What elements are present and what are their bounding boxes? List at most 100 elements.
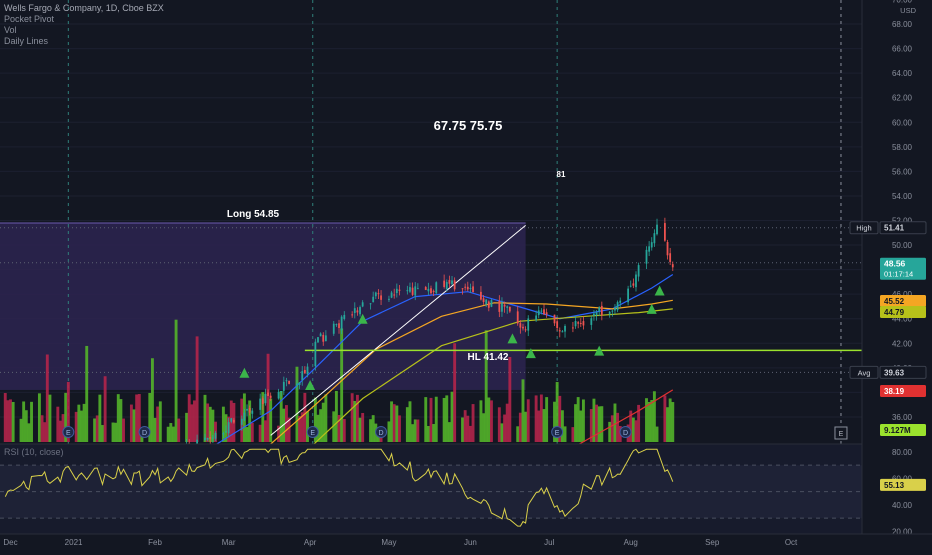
volume-bar (206, 403, 210, 442)
candle-body (466, 286, 469, 290)
candle-body (267, 392, 269, 396)
volume-bar (129, 404, 133, 442)
time-tick-label: Apr (304, 538, 317, 547)
volume-bar (608, 421, 612, 442)
time-tick-label: Oct (785, 538, 798, 547)
volume-bar (27, 423, 31, 442)
volume-bar (266, 353, 270, 442)
candle-body (558, 330, 561, 332)
candle-body (251, 410, 254, 414)
price-tick-label: 70.00 (892, 0, 913, 5)
volume-bar (369, 419, 373, 442)
pocket-pivot-marker (654, 285, 665, 296)
volume-bar (450, 391, 454, 442)
candle-body (485, 299, 488, 305)
candle-body (545, 312, 548, 315)
volume-bar (95, 415, 99, 442)
candle-body (298, 382, 301, 385)
volume-bar (390, 401, 394, 442)
volume-bar (158, 401, 162, 442)
candle-body (377, 293, 380, 295)
earnings-marker-label: E (66, 430, 71, 437)
volume-bar (295, 366, 299, 442)
volume-bar (581, 399, 585, 442)
volume-bar (613, 403, 617, 442)
volume-bar (11, 401, 15, 442)
volume-bar (185, 412, 189, 442)
volume-bar (655, 426, 659, 442)
volume-bar (555, 382, 559, 442)
volume-bar (408, 401, 412, 442)
price-tick-label: 64.00 (892, 69, 913, 78)
volume-bar (516, 426, 520, 442)
candle-body (632, 283, 635, 286)
future-earnings-marker (834, 426, 848, 440)
volume-bar (193, 400, 196, 442)
volume-bar (387, 421, 391, 442)
price-tick-label: 46.00 (892, 290, 913, 299)
volume-bar (332, 411, 336, 442)
candle-body (535, 315, 538, 321)
candle-body (322, 334, 325, 342)
volume-bar (248, 400, 252, 442)
candle-body (416, 288, 419, 290)
volume-bar (306, 411, 309, 442)
candle-body (288, 380, 290, 384)
volume-bar (629, 410, 633, 442)
volume-bar (595, 404, 599, 442)
volume-bar (177, 418, 181, 442)
candle-body (225, 431, 227, 433)
volume-bar (534, 395, 538, 442)
candle-body (666, 242, 669, 256)
time-tick-label: Mar (222, 538, 236, 547)
candle-body (314, 341, 317, 367)
candle-body (374, 292, 377, 297)
avg-badge-tag (849, 365, 879, 379)
candle-body (427, 288, 430, 292)
last-price-value: 48.56 (884, 259, 906, 269)
candle-body (303, 369, 306, 374)
long-annotation: Long 54.85 (227, 209, 280, 220)
candle-body (285, 380, 288, 382)
candle-body (595, 312, 598, 316)
ma3-badge (880, 385, 926, 398)
long-zone (0, 222, 526, 390)
volume-bar (172, 426, 175, 442)
rsi-tick-label: 80.00 (892, 448, 913, 457)
volume-bar (571, 427, 575, 442)
candle-body (608, 311, 611, 315)
candle-body (332, 323, 335, 334)
volume-badge (880, 424, 926, 436)
volume-bar (576, 397, 580, 442)
volume-bar (45, 354, 49, 442)
volume-bar (650, 400, 654, 442)
candle-body (516, 311, 519, 324)
volume-bar (558, 395, 562, 442)
candle-body (232, 419, 235, 423)
volume-bar (30, 401, 33, 442)
hl-annotation: HL 41.42 (468, 352, 509, 363)
volume-bar (537, 410, 541, 442)
target-prices-annotation: 67.75 75.75 (434, 118, 503, 133)
volume-bar (442, 397, 446, 442)
candle-body (306, 366, 309, 375)
volume-bar (432, 424, 436, 442)
ma1-badge-value: 45.52 (884, 297, 905, 306)
ma2-badge (880, 306, 926, 319)
volume-bar (279, 390, 283, 442)
high-badge-tag-label: High (856, 224, 871, 233)
volume-bar (589, 409, 593, 442)
candle-body (487, 301, 490, 308)
volume-bar (319, 409, 323, 442)
volume-bar (539, 394, 543, 442)
volume-bar (316, 414, 320, 442)
candle-body (582, 321, 585, 326)
currency-label: USD (900, 6, 916, 15)
volume-bar (6, 400, 10, 442)
volume-bar (148, 392, 152, 442)
volume-bar (497, 407, 501, 442)
candle-body (409, 287, 411, 292)
candle-body (645, 249, 648, 264)
